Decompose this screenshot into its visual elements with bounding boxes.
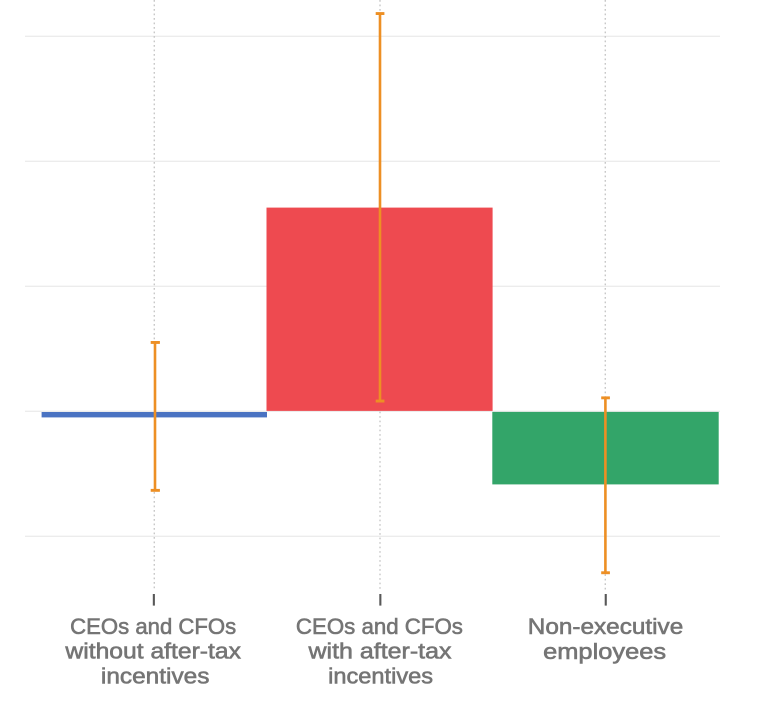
svg-text:without after-tax: without after-tax	[64, 638, 241, 663]
svg-text:employees: employees	[543, 639, 666, 664]
svg-text:with after-tax: with after-tax	[307, 638, 451, 663]
svg-text:incentives: incentives	[328, 663, 433, 688]
svg-text:Non-executive: Non-executive	[528, 614, 684, 639]
svg-text:incentives: incentives	[101, 663, 210, 688]
svg-text:CEOs and CFOs: CEOs and CFOs	[296, 614, 463, 639]
svg-text:CEOs and CFOs: CEOs and CFOs	[70, 614, 236, 639]
